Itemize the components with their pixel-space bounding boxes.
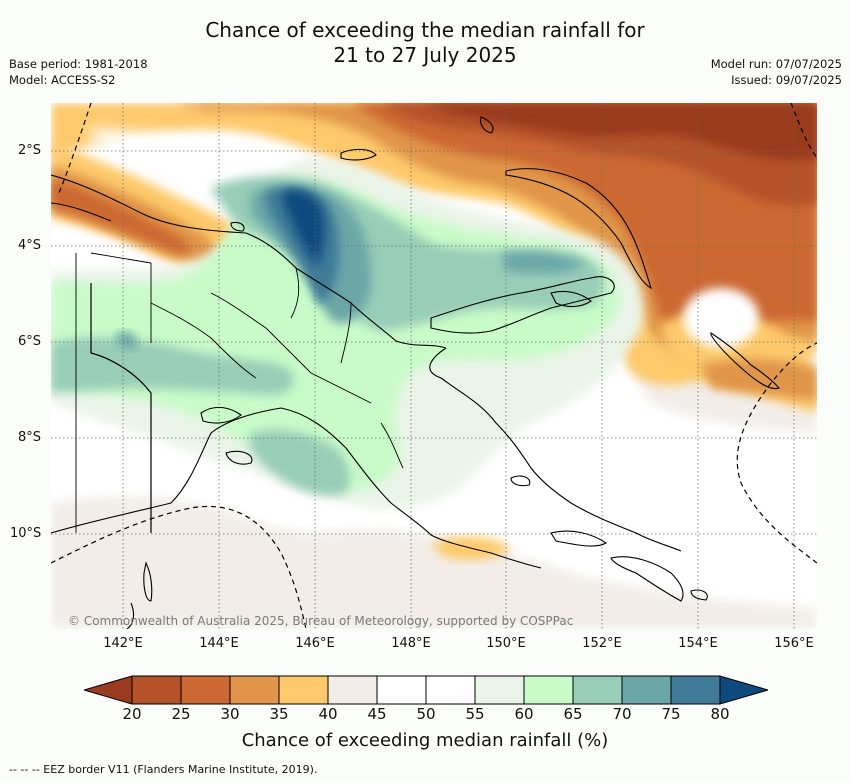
colorbar-swatch: [523, 675, 574, 705]
lon-label-144e: 144°E: [199, 636, 239, 651]
eez-footnote: -- -- -- EEZ border V11 (Flanders Marine…: [9, 763, 318, 776]
coastlines: [51, 116, 780, 629]
colorbar-tick-label: 60: [514, 705, 534, 723]
zone-70-75-west-patch: [116, 331, 137, 350]
colorbar-label: Chance of exceeding median rainfall (%): [241, 730, 609, 751]
colorbar-tick-label: 80: [710, 705, 730, 723]
lat-label-8s: 8°S: [18, 430, 42, 445]
lat-label-4s: 4°S: [18, 238, 42, 253]
colorbar-swatch: [229, 675, 280, 705]
lon-label-150e: 150°E: [486, 636, 526, 651]
colorbar-tick-label: 75: [661, 705, 681, 723]
province-borders: [75, 252, 404, 533]
zone-45-55-east-bubble: [683, 288, 759, 348]
lat-label-2s: 2°S: [18, 143, 42, 158]
colorbar-tick-label: 30: [220, 705, 240, 723]
colorbar-tick-label: 25: [171, 705, 191, 723]
lon-label-146e: 146°E: [295, 636, 335, 651]
zone-70-75-east-arm: [501, 251, 586, 274]
zone-65-70-west: [51, 337, 294, 395]
international-border: [90, 283, 152, 533]
map-panel: [51, 103, 817, 629]
zone-30-35-east: [701, 358, 817, 401]
colorbar-swatch: [327, 675, 378, 705]
issued-date: Issued: 09/07/2025: [731, 73, 842, 87]
lon-label-154e: 154°E: [678, 636, 718, 651]
title-line-1: Chance of exceeding the median rainfall …: [205, 18, 645, 42]
lon-label-142e: 142°E: [103, 636, 143, 651]
colorbar-swatch: [621, 675, 672, 705]
zone-25-30-west: [51, 178, 190, 254]
lon-label-148e: 148°E: [391, 636, 431, 651]
colorbar-extend-high: [719, 675, 768, 705]
colorbar-swatch: [670, 675, 721, 705]
colorbar-tick-label: 20: [122, 705, 142, 723]
meta-right: Model run: 07/07/2025 Issued: 09/07/2025: [711, 56, 842, 88]
zone-65-70-south: [249, 429, 351, 496]
title-line-2: 21 to 27 July 2025: [333, 43, 517, 67]
zone-above-80-core: [282, 189, 325, 265]
colorbar-swatch: [131, 675, 182, 705]
lon-label-152e: 152°E: [582, 636, 622, 651]
colorbar-tick-label: 40: [318, 705, 338, 723]
colorbar-swatch: [474, 675, 525, 705]
copyright-notice: © Commonwealth of Australia 2025, Bureau…: [68, 614, 574, 628]
colorbar-tick-label: 55: [465, 705, 485, 723]
colorbar-swatch: [425, 675, 476, 705]
colorbar-swatch: [572, 675, 623, 705]
colorbar-swatch: [278, 675, 329, 705]
base-period: Base period: 1981-2018: [9, 57, 148, 71]
eez-borders: [51, 103, 817, 629]
lon-label-156e: 156°E: [774, 636, 814, 651]
model-run: Model run: 07/07/2025: [710, 57, 842, 71]
model-name: Model: ACCESS-S2: [9, 73, 116, 87]
colorbar: [84, 675, 768, 705]
colorbar-swatch: [376, 675, 427, 705]
lat-label-10s: 10°S: [10, 526, 42, 541]
colorbar-tick-label: 70: [612, 705, 632, 723]
rainfall-map: [51, 103, 817, 629]
zone-below-20-north: [421, 103, 817, 161]
lat-label-6s: 6°S: [18, 334, 42, 349]
meta-left: Base period: 1981-2018 Model: ACCESS-S2: [9, 56, 148, 88]
colorbar-swatch: [180, 675, 231, 705]
colorbar-tick-label: 35: [269, 705, 289, 723]
zone-40-45-south: [51, 495, 817, 629]
colorbar-tick-label: 45: [367, 705, 387, 723]
colorbar-tick-label: 50: [416, 705, 436, 723]
colorbar-extend-low: [84, 675, 133, 705]
colorbar-tick-label: 65: [563, 705, 583, 723]
map-title: Chance of exceeding the median rainfall …: [0, 18, 850, 68]
